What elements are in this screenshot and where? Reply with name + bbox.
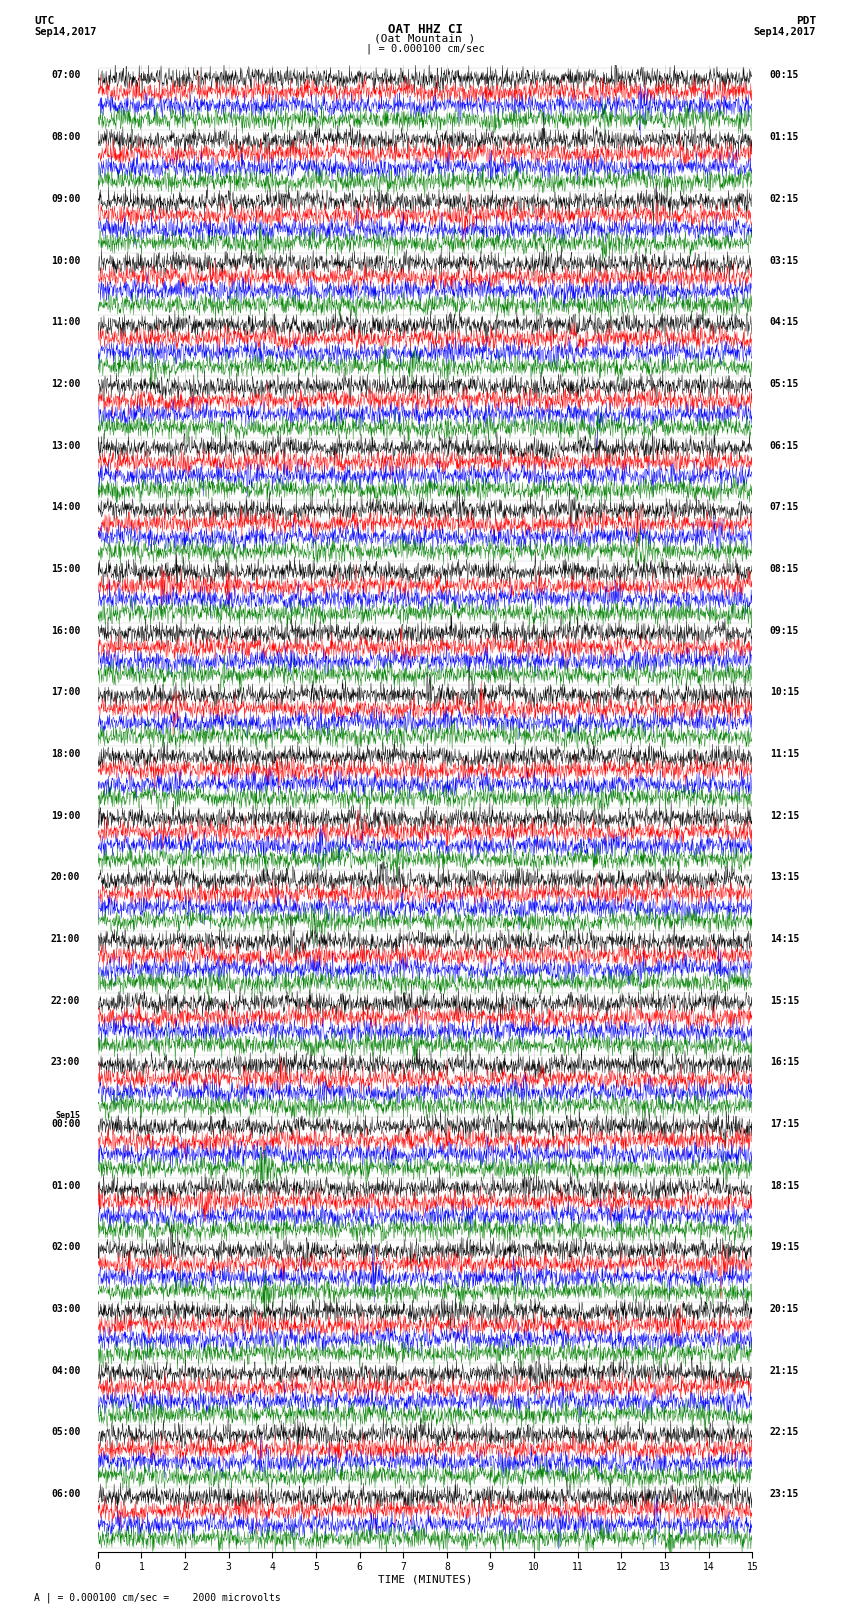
Text: OAT HHZ CI: OAT HHZ CI xyxy=(388,23,462,35)
Text: 20:15: 20:15 xyxy=(770,1303,799,1315)
Text: 09:15: 09:15 xyxy=(770,626,799,636)
Text: 13:00: 13:00 xyxy=(51,440,80,450)
Text: 08:00: 08:00 xyxy=(51,132,80,142)
Text: 22:15: 22:15 xyxy=(770,1428,799,1437)
Text: 04:00: 04:00 xyxy=(51,1366,80,1376)
Text: 11:00: 11:00 xyxy=(51,318,80,327)
Text: 13:15: 13:15 xyxy=(770,873,799,882)
Text: 05:15: 05:15 xyxy=(770,379,799,389)
Text: 10:00: 10:00 xyxy=(51,255,80,266)
Text: 12:00: 12:00 xyxy=(51,379,80,389)
Text: Sep14,2017: Sep14,2017 xyxy=(34,27,97,37)
Text: UTC: UTC xyxy=(34,16,54,26)
Text: 18:15: 18:15 xyxy=(770,1181,799,1190)
Text: A | = 0.000100 cm/sec =    2000 microvolts: A | = 0.000100 cm/sec = 2000 microvolts xyxy=(34,1592,280,1603)
Text: 22:00: 22:00 xyxy=(51,995,80,1005)
Text: 09:00: 09:00 xyxy=(51,194,80,203)
Text: 19:00: 19:00 xyxy=(51,811,80,821)
Text: 08:15: 08:15 xyxy=(770,565,799,574)
Text: 02:15: 02:15 xyxy=(770,194,799,203)
Text: 12:15: 12:15 xyxy=(770,811,799,821)
Text: 23:00: 23:00 xyxy=(51,1058,80,1068)
Text: 03:15: 03:15 xyxy=(770,255,799,266)
Text: 16:15: 16:15 xyxy=(770,1058,799,1068)
Text: 05:00: 05:00 xyxy=(51,1428,80,1437)
Text: 20:00: 20:00 xyxy=(51,873,80,882)
Text: 10:15: 10:15 xyxy=(770,687,799,697)
Text: 21:00: 21:00 xyxy=(51,934,80,944)
Text: 04:15: 04:15 xyxy=(770,318,799,327)
Text: 19:15: 19:15 xyxy=(770,1242,799,1252)
Text: 15:00: 15:00 xyxy=(51,565,80,574)
Text: 02:00: 02:00 xyxy=(51,1242,80,1252)
Text: 01:15: 01:15 xyxy=(770,132,799,142)
Text: 18:00: 18:00 xyxy=(51,748,80,760)
X-axis label: TIME (MINUTES): TIME (MINUTES) xyxy=(377,1574,473,1586)
Text: Sep14,2017: Sep14,2017 xyxy=(753,27,816,37)
Text: 16:00: 16:00 xyxy=(51,626,80,636)
Text: 07:15: 07:15 xyxy=(770,502,799,513)
Text: 14:15: 14:15 xyxy=(770,934,799,944)
Text: Sep15: Sep15 xyxy=(55,1111,80,1121)
Text: 00:00: 00:00 xyxy=(51,1119,80,1129)
Text: PDT: PDT xyxy=(796,16,816,26)
Text: 11:15: 11:15 xyxy=(770,748,799,760)
Text: 15:15: 15:15 xyxy=(770,995,799,1005)
Text: 23:15: 23:15 xyxy=(770,1489,799,1498)
Text: 03:00: 03:00 xyxy=(51,1303,80,1315)
Text: 06:00: 06:00 xyxy=(51,1489,80,1498)
Text: 00:15: 00:15 xyxy=(770,71,799,81)
Text: 17:15: 17:15 xyxy=(770,1119,799,1129)
Text: 06:15: 06:15 xyxy=(770,440,799,450)
Text: | = 0.000100 cm/sec: | = 0.000100 cm/sec xyxy=(366,44,484,55)
Text: (Oat Mountain ): (Oat Mountain ) xyxy=(374,34,476,44)
Text: 21:15: 21:15 xyxy=(770,1366,799,1376)
Text: 01:00: 01:00 xyxy=(51,1181,80,1190)
Text: 14:00: 14:00 xyxy=(51,502,80,513)
Text: 17:00: 17:00 xyxy=(51,687,80,697)
Text: 07:00: 07:00 xyxy=(51,71,80,81)
